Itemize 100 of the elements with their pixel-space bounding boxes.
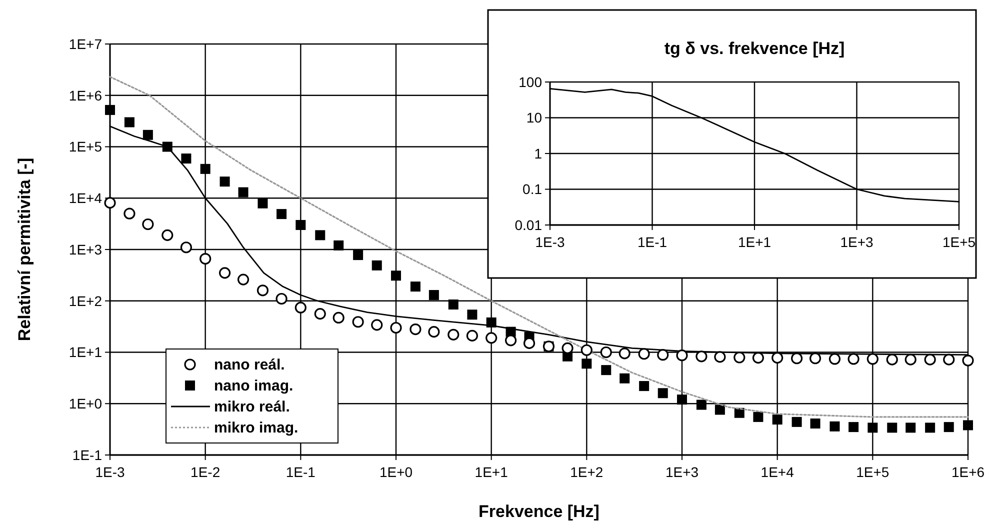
point [828,353,841,365]
point [428,326,440,338]
y-tick-label: 1E+2 [68,292,102,309]
y-axis-title: Relativní permitivita [-] [15,158,34,342]
point [962,354,974,366]
point [334,240,344,250]
x-tick-label: 1E+1 [738,234,772,250]
point [638,348,650,360]
point [944,422,954,432]
point [676,350,688,362]
point [734,352,746,364]
point [696,400,706,410]
legend-label: nano reál. [214,356,285,374]
point [294,302,306,314]
x-tick-label: 1E+5 [942,234,976,250]
y-tick-label: 1E-1 [72,446,102,463]
point [390,322,402,334]
point [238,187,248,198]
point [925,422,936,433]
x-axis-title: Frekvence [Hz] [478,502,600,521]
point [237,274,250,286]
point [428,290,439,300]
x-tick-label: 1E-1 [637,234,668,250]
x-tick-label: 1E-3 [535,234,565,250]
point [104,197,116,209]
point [810,418,820,429]
x-tick-label: 1E+6 [951,464,985,480]
point [371,319,383,331]
point [714,351,726,363]
point [772,352,784,364]
point [924,354,936,366]
point [600,346,612,358]
point [772,414,782,425]
x-tick-label: 1E+1 [474,464,508,480]
point [124,208,136,220]
point [657,349,669,361]
point [601,365,612,376]
point [677,394,687,405]
point [200,164,210,174]
x-tick-label: 1E+2 [570,464,604,480]
legend-label: nano imag. [214,378,294,394]
point [620,373,630,384]
point [830,421,840,432]
x-tick-label: 1E+5 [856,464,890,480]
y-tick-label: 1E+1 [68,344,102,360]
point [142,130,153,140]
x-tick-label: 1E+3 [840,234,874,250]
point [410,282,420,292]
point [886,354,898,366]
point [220,176,230,187]
point [162,229,174,241]
point [943,354,955,366]
point [466,330,478,342]
y-tick-label: 1E+6 [68,87,102,104]
y-tick-label: 1E+4 [68,190,102,206]
point [866,353,878,365]
point [486,332,498,344]
point [218,267,231,279]
point [256,284,269,296]
point [753,412,764,422]
point [658,388,668,398]
point [314,308,326,320]
point [790,352,803,364]
point [296,220,306,230]
y-tick-label: 1E+7 [68,36,102,52]
point [124,117,134,128]
x-tick-label: 1E+3 [665,464,699,480]
point [848,422,859,432]
point [258,198,268,208]
point [180,242,192,254]
point [410,323,422,336]
point [181,154,192,164]
chart-title: tg δ vs. frekvence [Hz] [664,39,845,58]
point [618,348,630,360]
point [848,353,860,365]
point [639,381,650,392]
point [562,342,574,354]
point [200,252,212,265]
x-tick-label: 1E-1 [286,464,316,480]
point [276,209,287,220]
point [504,334,517,346]
y-tick-label: 0.1 [522,181,542,198]
point [391,270,401,281]
point [582,358,592,369]
point [580,344,592,356]
y-tick-label: 1E+0 [68,396,102,412]
point [372,260,382,270]
point [904,354,916,366]
point [809,352,822,364]
y-tick-label: 100 [518,74,542,90]
point [906,422,916,433]
point [868,422,878,433]
point [887,422,898,433]
point [448,328,460,340]
point [352,316,364,328]
point [792,416,802,427]
point [353,250,364,260]
x-tick-label: 1E-3 [95,464,125,480]
point [315,230,326,240]
point [963,420,973,430]
